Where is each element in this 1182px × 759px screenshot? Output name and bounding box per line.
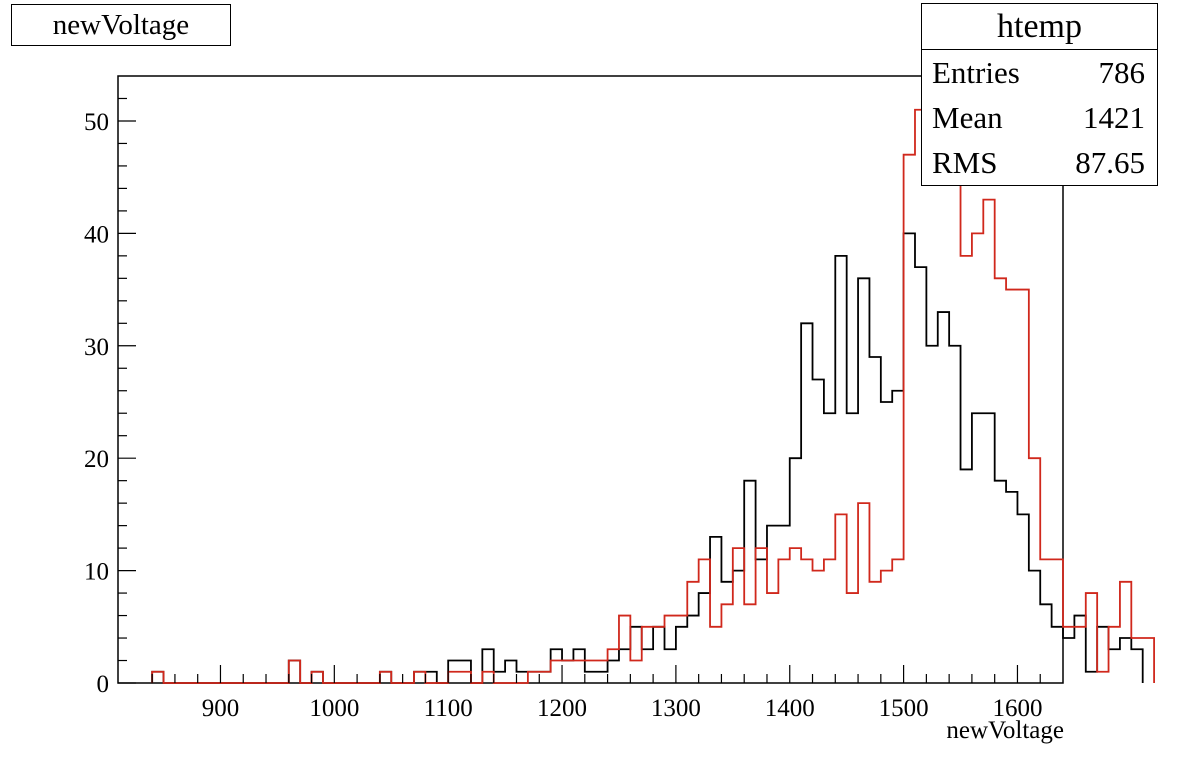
y-tick-label: 40 xyxy=(84,221,109,248)
x-tick-label: 1600 xyxy=(992,695,1042,722)
series-black-histogram xyxy=(151,232,1144,684)
y-tick-label: 20 xyxy=(84,446,109,473)
x-tick-label: 1300 xyxy=(651,695,701,722)
x-tick-label: 1000 xyxy=(309,695,359,722)
stats-row-rms: RMS 87.65 xyxy=(922,140,1157,185)
stats-row-entries: Entries 786 xyxy=(922,50,1157,95)
stats-box: htemp Entries 786 Mean 1421 RMS 87.65 xyxy=(921,3,1158,186)
histogram-title: newVoltage xyxy=(52,9,190,41)
stats-row-mean: Mean 1421 xyxy=(922,95,1157,140)
y-tick-label: 0 xyxy=(97,671,110,698)
x-tick-label: 1200 xyxy=(537,695,587,722)
stats-value: 786 xyxy=(1098,55,1146,90)
x-tick-label: 900 xyxy=(202,695,240,722)
y-tick-label: 50 xyxy=(84,109,109,136)
stats-label: RMS xyxy=(932,145,998,180)
x-axis-label: newVoltage xyxy=(946,717,1064,744)
series-red-histogram xyxy=(151,108,1155,684)
stats-value: 1421 xyxy=(1083,100,1145,135)
stats-title: htemp xyxy=(922,4,1157,50)
stats-value: 87.65 xyxy=(1075,145,1145,180)
y-tick-label: 30 xyxy=(84,334,109,361)
x-tick-label: 1500 xyxy=(879,695,929,722)
histogram-title-box: newVoltage xyxy=(11,4,231,46)
stats-label: Mean xyxy=(932,100,1003,135)
y-tick-label: 10 xyxy=(84,559,109,586)
plot-frame xyxy=(117,75,1064,684)
x-tick-label: 1100 xyxy=(424,695,473,722)
x-tick-label: 1400 xyxy=(765,695,815,722)
stats-label: Entries xyxy=(932,55,1020,90)
